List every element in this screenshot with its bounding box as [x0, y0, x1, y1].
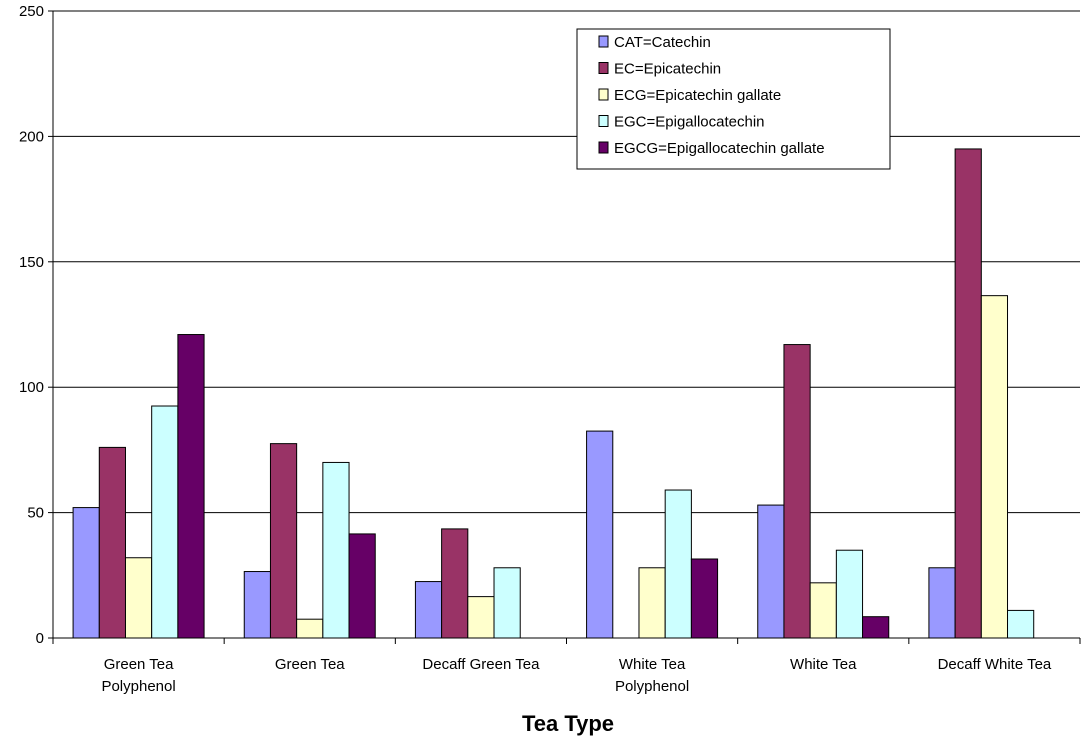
y-tick-label: 100	[19, 379, 44, 396]
bar	[348, 533, 376, 639]
y-tick-label: 0	[36, 630, 44, 647]
bar	[98, 446, 126, 639]
bar	[928, 567, 956, 639]
bar	[493, 567, 521, 639]
legend-swatch	[598, 35, 609, 48]
bar	[835, 549, 864, 639]
bar	[862, 616, 890, 639]
x-category-label: Green Tea	[104, 656, 174, 673]
x-category-label: White Tea	[619, 656, 686, 673]
bar	[783, 344, 811, 639]
bar	[690, 558, 719, 639]
bar	[638, 567, 666, 639]
y-tick-label: 150	[19, 254, 44, 271]
x-category-label: Green Tea	[275, 656, 345, 673]
bar	[243, 571, 271, 639]
bar	[954, 148, 982, 639]
bar	[757, 504, 785, 639]
bar	[1007, 609, 1035, 639]
y-tick-label: 50	[27, 505, 44, 522]
legend-label: EGCG=Epigallocatechin gallate	[614, 140, 825, 157]
grid-lines	[53, 10, 1080, 514]
bar	[980, 295, 1009, 639]
x-category-label: Polyphenol	[615, 678, 689, 695]
x-category-label: Decaff Green Tea	[422, 656, 540, 673]
legend: CAT=Catechin EC=Epicatechin ECG=Epicatechi…	[576, 28, 891, 170]
x-category-label: White Tea	[790, 656, 857, 673]
bar	[441, 528, 469, 639]
legend-swatch	[598, 115, 609, 127]
tick-labels: 0 50 100 150 200 250 Green Tea Polyphenol Green …	[19, 3, 1052, 695]
legend-swatch	[598, 88, 609, 101]
x-axis-title: Tea Type	[522, 711, 614, 736]
axes	[48, 10, 1081, 644]
bar	[586, 430, 614, 639]
x-category-label: Polyphenol	[101, 678, 175, 695]
legend-box	[576, 28, 891, 170]
bar	[124, 557, 153, 639]
y-tick-label: 200	[19, 128, 44, 145]
bar	[414, 581, 443, 639]
legend-swatch	[598, 62, 609, 74]
legend-label: EGC=Epigallocatechin	[614, 114, 765, 131]
bar	[72, 507, 100, 639]
bar	[664, 489, 692, 639]
x-category-label: Decaff White Tea	[938, 656, 1052, 673]
legend-swatch	[598, 141, 609, 154]
bar	[177, 334, 205, 639]
bar	[467, 596, 495, 639]
legend-label: CAT=Catechin	[614, 34, 711, 51]
y-tick-label: 250	[19, 3, 44, 20]
legend-label: EC=Epicatechin	[614, 61, 721, 78]
legend-label: ECG=Epicatechin gallate	[614, 87, 781, 104]
bars	[72, 148, 1035, 639]
bar	[296, 618, 324, 639]
bar	[322, 461, 350, 639]
bar	[809, 582, 837, 639]
bar	[269, 443, 298, 639]
bar	[151, 405, 179, 639]
